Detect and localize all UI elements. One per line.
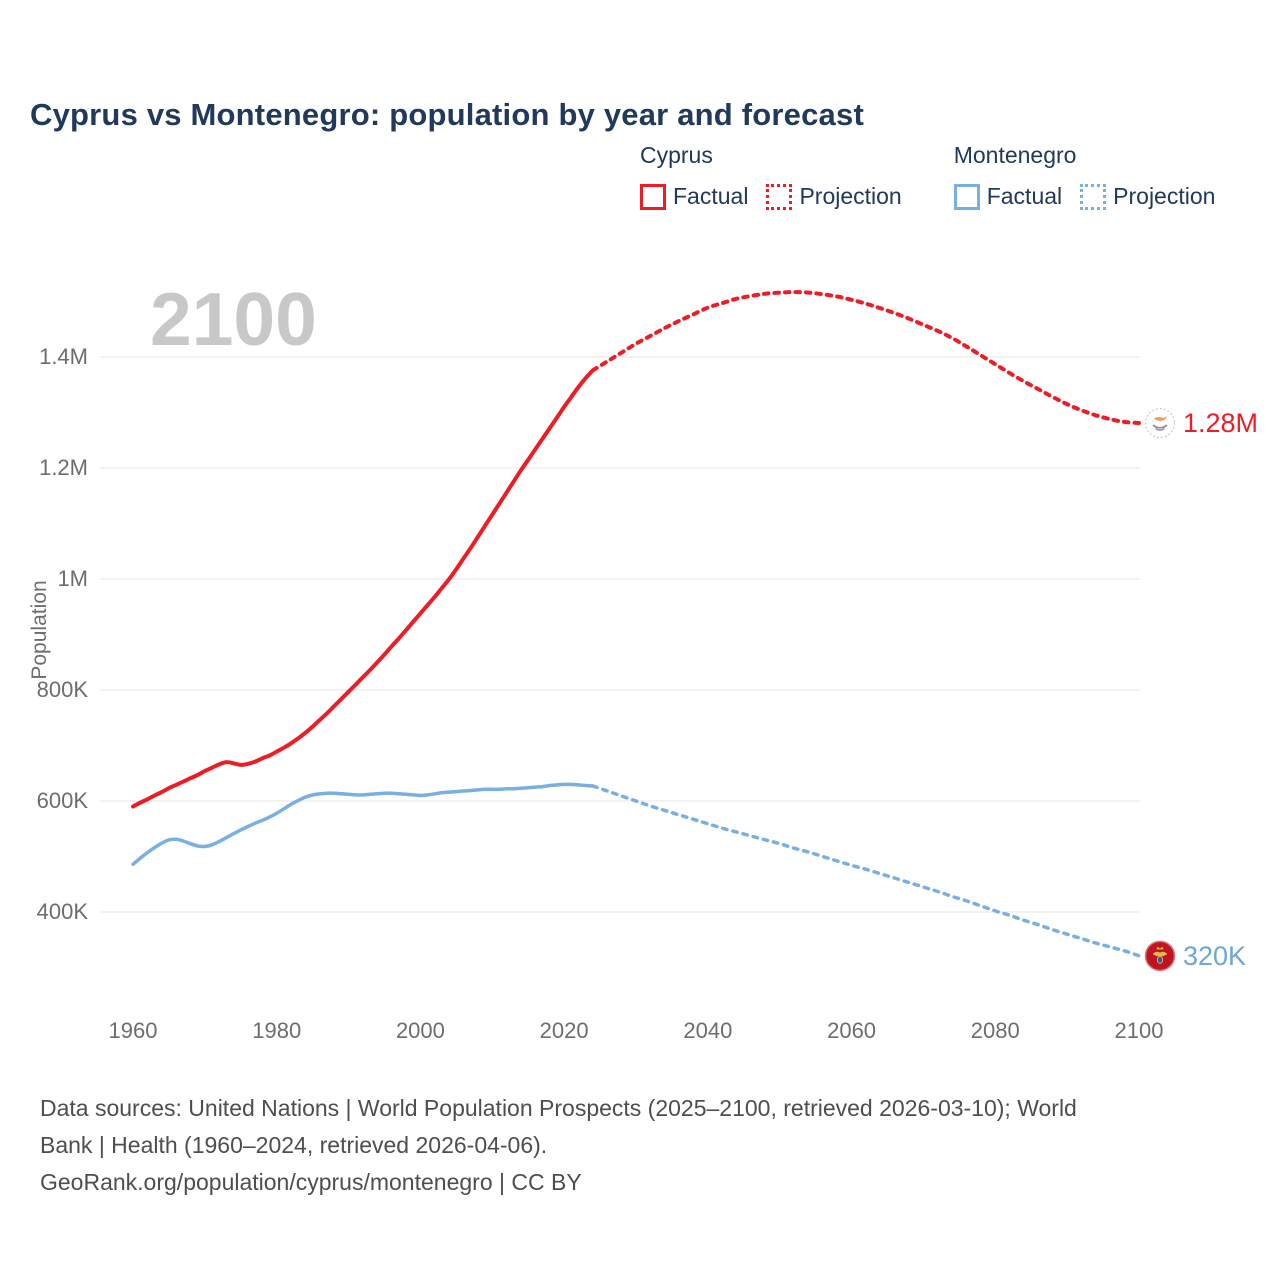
y-axis-tick-label: 800K xyxy=(37,677,89,702)
x-axis-tick-label: 1960 xyxy=(109,1018,158,1043)
x-axis-tick-labels: 1960 1980 2000 2020 2040 2060 2080 2100 xyxy=(109,1018,1164,1043)
end-value-label: 1.28M xyxy=(1183,408,1258,438)
legend-item-cyprus-factual[interactable]: Factual xyxy=(640,183,748,210)
dotted-line-swatch-icon xyxy=(766,183,793,210)
legend-group-cyprus: Cyprus Factual Projection xyxy=(640,142,902,210)
montenegro-projection-line[interactable] xyxy=(591,784,1141,958)
montenegro-factual-line[interactable] xyxy=(131,782,595,867)
source-line-2: Bank | Health (1960–2024, retrieved 2026… xyxy=(40,1132,548,1158)
y-axis-title: Population xyxy=(28,580,51,679)
legend-item-montenegro-factual[interactable]: Factual xyxy=(953,183,1063,210)
y-axis-tick-label: 1M xyxy=(57,566,88,591)
x-axis-tick-label: 2080 xyxy=(971,1018,1020,1043)
x-axis-tick-label: 1980 xyxy=(252,1018,301,1043)
watermark-year: 2100 xyxy=(150,277,317,361)
montenegro-flag-icon[interactable] xyxy=(1144,940,1176,972)
gridlines xyxy=(100,356,1140,913)
data-sources-note: Data sources: United Nations | World Pop… xyxy=(40,1090,1240,1201)
cyprus-projection-line[interactable] xyxy=(590,290,1141,425)
y-axis-tick-label: 1.2M xyxy=(39,455,88,480)
end-value-label: 320K xyxy=(1183,941,1246,971)
legend: Cyprus Factual Projection Montenegro Fac… xyxy=(640,142,1215,210)
legend-item-label: Factual xyxy=(673,183,749,209)
cyprus-flag-icon[interactable] xyxy=(1144,407,1176,439)
x-axis-tick-label: 2100 xyxy=(1115,1018,1164,1043)
legend-group-title: Montenegro xyxy=(953,142,1077,168)
legend-item-label: Projection xyxy=(1113,183,1216,209)
page-title: Cyprus vs Montenegro: population by year… xyxy=(30,96,864,132)
dotted-line-swatch-icon xyxy=(1080,183,1107,210)
legend-group-title: Cyprus xyxy=(640,142,713,168)
legend-item-cyprus-projection[interactable]: Projection xyxy=(766,183,902,210)
y-axis-tick-label: 400K xyxy=(37,899,89,924)
y-axis-tick-label: 600K xyxy=(37,788,89,813)
legend-group-montenegro: Montenegro Factual Projection xyxy=(953,142,1215,210)
source-line-1: Data sources: United Nations | World Pop… xyxy=(40,1095,1077,1121)
x-axis-tick-label: 2060 xyxy=(827,1018,876,1043)
solid-line-swatch-icon xyxy=(640,183,666,210)
end-markers: 1.28M 320K xyxy=(1144,407,1258,972)
x-axis-tick-label: 2040 xyxy=(683,1018,732,1043)
cyprus-factual-line[interactable] xyxy=(131,368,595,809)
x-axis-tick-label: 2000 xyxy=(396,1018,445,1043)
data-series xyxy=(131,290,1141,958)
source-url: GeoRank.org/population/cyprus/montenegro… xyxy=(40,1169,582,1195)
x-axis-tick-label: 2020 xyxy=(540,1018,589,1043)
solid-line-swatch-icon xyxy=(953,183,980,210)
y-axis-tick-labels: 400K 600K 800K 1M 1.2M 1.4M xyxy=(37,344,89,924)
legend-item-label: Projection xyxy=(799,183,902,209)
y-axis-tick-label: 1.4M xyxy=(39,344,88,369)
legend-item-montenegro-projection[interactable]: Projection xyxy=(1080,183,1215,210)
legend-item-label: Factual xyxy=(986,183,1063,209)
